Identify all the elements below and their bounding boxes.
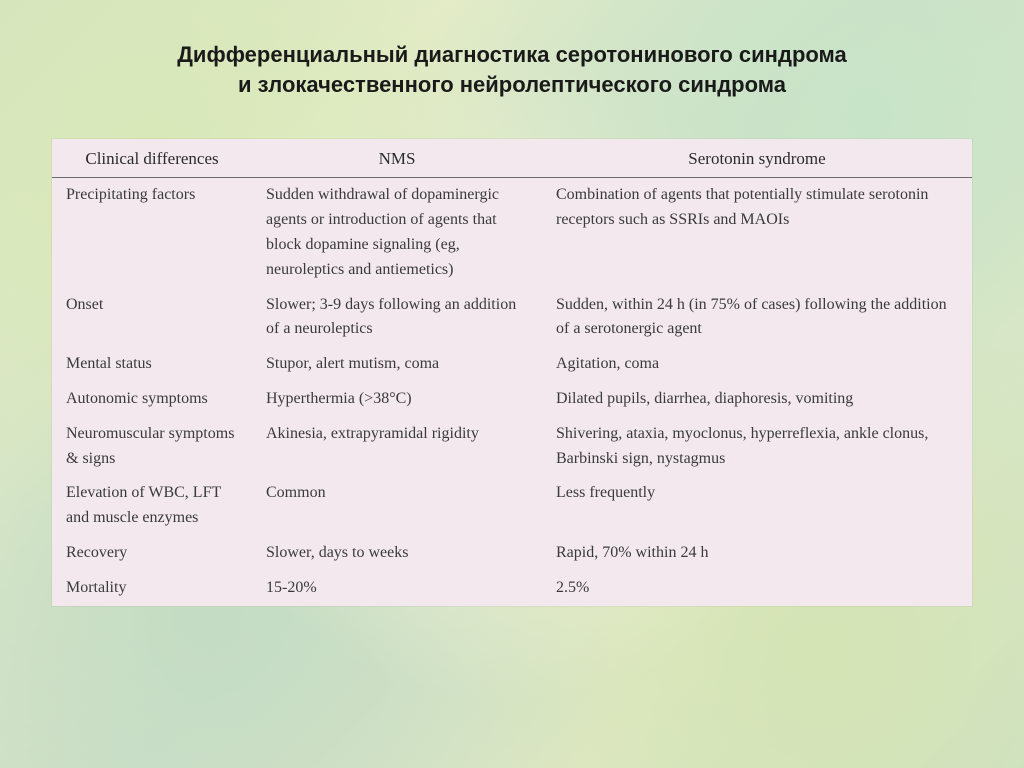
table-row: RecoverySlower, days to weeksRapid, 70% … xyxy=(52,536,972,571)
col-header-serotonin-syndrome: Serotonin syndrome xyxy=(542,139,972,178)
table-row: Mortality15-20%2.5% xyxy=(52,571,972,606)
table-header: Clinical differences NMS Serotonin syndr… xyxy=(52,139,972,178)
table-header-row: Clinical differences NMS Serotonin syndr… xyxy=(52,139,972,178)
cell-serotonin-syndrome: Less frequently xyxy=(542,476,972,536)
cell-clinical-difference: Mental status xyxy=(52,347,252,382)
slide-title: Дифференциальный диагностика серотонинов… xyxy=(102,40,922,99)
comparison-table-container: Clinical differences NMS Serotonin syndr… xyxy=(52,139,972,605)
table-row: Elevation of WBC, LFT and muscle enzymes… xyxy=(52,476,972,536)
table-row: Neuromuscular symptoms & signsAkinesia, … xyxy=(52,417,972,477)
cell-serotonin-syndrome: Shivering, ataxia, myoclonus, hyperrefle… xyxy=(542,417,972,477)
cell-clinical-difference: Onset xyxy=(52,288,252,348)
cell-nms: Sudden withdrawal of dopaminergic agents… xyxy=(252,178,542,288)
cell-serotonin-syndrome: Agitation, coma xyxy=(542,347,972,382)
cell-serotonin-syndrome: Rapid, 70% within 24 h xyxy=(542,536,972,571)
cell-serotonin-syndrome: Sudden, within 24 h (in 75% of cases) fo… xyxy=(542,288,972,348)
cell-clinical-difference: Elevation of WBC, LFT and muscle enzymes xyxy=(52,476,252,536)
table-row: Mental statusStupor, alert mutism, comaA… xyxy=(52,347,972,382)
table-row: Precipitating factorsSudden withdrawal o… xyxy=(52,178,972,288)
cell-serotonin-syndrome: Combination of agents that potentially s… xyxy=(542,178,972,288)
cell-serotonin-syndrome: 2.5% xyxy=(542,571,972,606)
col-header-clinical-differences: Clinical differences xyxy=(52,139,252,178)
cell-clinical-difference: Precipitating factors xyxy=(52,178,252,288)
cell-clinical-difference: Mortality xyxy=(52,571,252,606)
cell-clinical-difference: Recovery xyxy=(52,536,252,571)
cell-nms: Hyperthermia (>38°C) xyxy=(252,382,542,417)
table-body: Precipitating factorsSudden withdrawal o… xyxy=(52,178,972,606)
cell-nms: Common xyxy=(252,476,542,536)
cell-nms: Slower; 3-9 days following an addition o… xyxy=(252,288,542,348)
cell-clinical-difference: Neuromuscular symptoms & signs xyxy=(52,417,252,477)
cell-nms: Stupor, alert mutism, coma xyxy=(252,347,542,382)
cell-nms: Akinesia, extrapyramidal rigidity xyxy=(252,417,542,477)
cell-nms: Slower, days to weeks xyxy=(252,536,542,571)
comparison-table: Clinical differences NMS Serotonin syndr… xyxy=(52,139,972,605)
cell-serotonin-syndrome: Dilated pupils, diarrhea, diaphoresis, v… xyxy=(542,382,972,417)
title-line-2: и злокачественного нейролептического син… xyxy=(238,72,786,97)
col-header-nms: NMS xyxy=(252,139,542,178)
slide: Дифференциальный диагностика серотонинов… xyxy=(0,0,1024,768)
cell-nms: 15-20% xyxy=(252,571,542,606)
table-row: Autonomic symptomsHyperthermia (>38°C)Di… xyxy=(52,382,972,417)
title-line-1: Дифференциальный диагностика серотонинов… xyxy=(177,42,847,67)
table-row: OnsetSlower; 3-9 days following an addit… xyxy=(52,288,972,348)
cell-clinical-difference: Autonomic symptoms xyxy=(52,382,252,417)
